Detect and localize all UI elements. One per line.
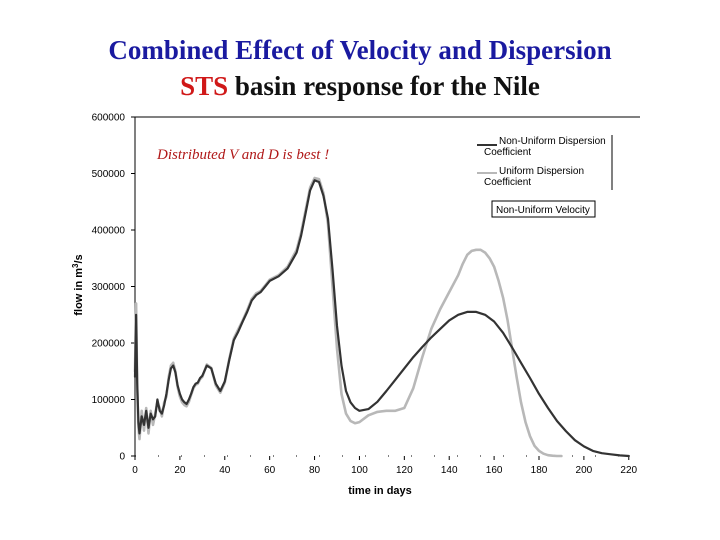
y-tick-label: 0 (119, 452, 125, 463)
slide-subtitle: STS basin response for the Nile (0, 70, 720, 102)
y-tick-label: 500000 (92, 169, 126, 180)
x-tick-label: 0 (132, 465, 138, 476)
y-tick-label: 300000 (92, 282, 126, 293)
legend-box-label: Non-Uniform Velocity (496, 205, 590, 216)
x-tick-label: 220 (620, 465, 637, 476)
x-tick-label: 100 (351, 465, 368, 476)
x-tick-label: 200 (576, 465, 593, 476)
x-tick-label: 120 (396, 465, 413, 476)
x-axis-label: time in days (348, 485, 412, 497)
slide-subtitle-highlight: STS (180, 71, 229, 101)
x-axis-ticks: 0 20 40 60 80 100 120 140 160 180 200 220 (132, 456, 638, 476)
x-tick-label: 60 (264, 465, 276, 476)
x-tick-label: 140 (441, 465, 458, 476)
x-tick-label: 40 (219, 465, 231, 476)
series-line-uniform-dispersion (133, 176, 563, 458)
legend: Non-Uniform Dispersion Coefficient Unifo… (477, 135, 613, 218)
legend-label-nonuniform-dispersion: Non-Uniform Dispersion Coefficient (484, 136, 608, 158)
legend-box (491, 200, 596, 218)
x-tick-label: 180 (531, 465, 548, 476)
series-lines (133, 176, 630, 458)
slide-subtitle-rest: basin response for the Nile (228, 71, 540, 101)
y-tick-label: 400000 (92, 226, 126, 237)
legend-label-uniform-dispersion: Uniform Dispersion Coefficient (484, 166, 587, 188)
slide-title-line1: Combined Effect of Velocity and Dispersi… (108, 35, 612, 65)
y-axis-label: flow in m3/s (71, 254, 85, 315)
x-tick-label: 20 (174, 465, 186, 476)
y-tick-label: 200000 (92, 339, 126, 350)
series-line-nonuniform-dispersion (133, 179, 630, 458)
y-tick-label: 600000 (92, 113, 126, 124)
y-tick-label: 100000 (92, 395, 126, 406)
x-tick-label: 80 (309, 465, 321, 476)
y-axis-ticks: 0 100000 200000 300000 400000 500000 600000 (92, 113, 135, 463)
x-tick-label: 160 (486, 465, 503, 476)
slide-title: Combined Effect of Velocity and Dispersi… (0, 34, 720, 66)
chart-annotation: Distributed V and D is best ! (156, 147, 329, 163)
